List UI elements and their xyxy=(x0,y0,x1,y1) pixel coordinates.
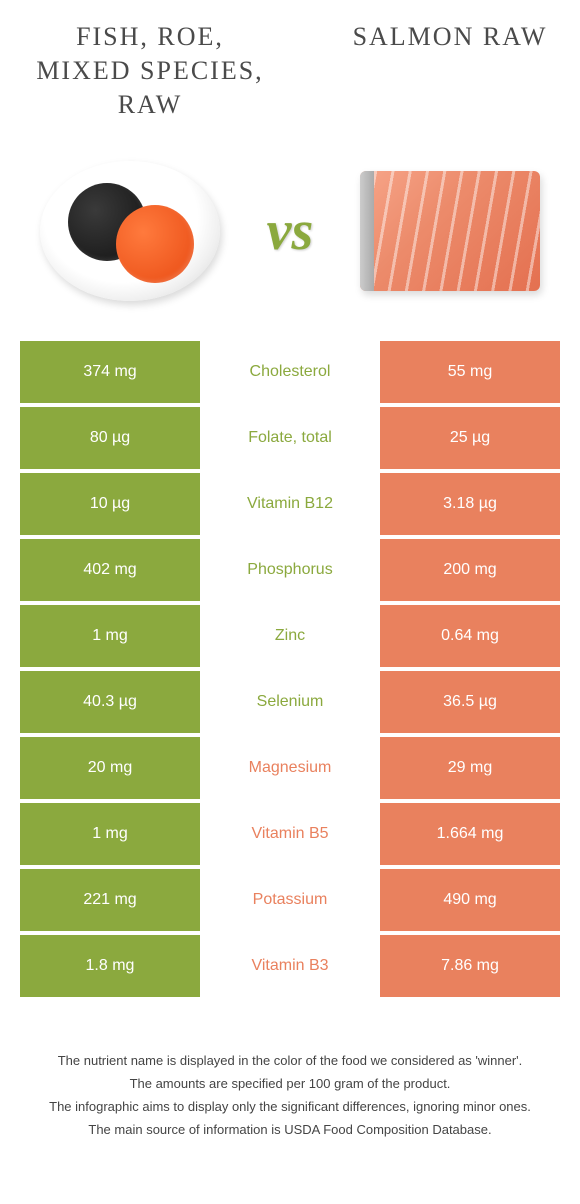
comparison-table: 374 mgCholesterol55 mg80 µgFolate, total… xyxy=(0,341,580,997)
table-row: 1 mgVitamin B51.664 mg xyxy=(20,803,560,865)
value-left: 1.8 mg xyxy=(20,935,200,997)
value-right: 29 mg xyxy=(380,737,560,799)
value-right: 1.664 mg xyxy=(380,803,560,865)
footer-line: The main source of information is USDA F… xyxy=(20,1120,560,1141)
nutrient-label: Magnesium xyxy=(200,737,380,799)
nutrient-label: Cholesterol xyxy=(200,341,380,403)
value-left: 40.3 µg xyxy=(20,671,200,733)
table-row: 1.8 mgVitamin B37.86 mg xyxy=(20,935,560,997)
value-left: 80 µg xyxy=(20,407,200,469)
table-row: 402 mgPhosphorus200 mg xyxy=(20,539,560,601)
nutrient-label: Folate, total xyxy=(200,407,380,469)
salmon-illustration xyxy=(360,171,540,291)
vs-label: vs xyxy=(267,199,314,263)
table-row: 40.3 µgSelenium36.5 µg xyxy=(20,671,560,733)
nutrient-label: Phosphorus xyxy=(200,539,380,601)
footer-notes: The nutrient name is displayed in the co… xyxy=(0,1001,580,1162)
value-right: 200 mg xyxy=(380,539,560,601)
value-right: 36.5 µg xyxy=(380,671,560,733)
value-left: 1 mg xyxy=(20,803,200,865)
value-left: 1 mg xyxy=(20,605,200,667)
image-right-salmon xyxy=(350,151,550,311)
nutrient-label: Potassium xyxy=(200,869,380,931)
value-right: 25 µg xyxy=(380,407,560,469)
vs-row: vs xyxy=(0,131,580,341)
value-left: 221 mg xyxy=(20,869,200,931)
title-right: SALMON RAW xyxy=(350,20,550,121)
title-left: FISH, ROE, MIXED SPECIES, RAW xyxy=(30,20,270,121)
value-left: 402 mg xyxy=(20,539,200,601)
nutrient-label: Zinc xyxy=(200,605,380,667)
value-left: 374 mg xyxy=(20,341,200,403)
footer-line: The nutrient name is displayed in the co… xyxy=(20,1051,560,1072)
footer-line: The infographic aims to display only the… xyxy=(20,1097,560,1118)
nutrient-label: Vitamin B5 xyxy=(200,803,380,865)
table-row: 221 mgPotassium490 mg xyxy=(20,869,560,931)
table-row: 1 mgZinc0.64 mg xyxy=(20,605,560,667)
value-left: 10 µg xyxy=(20,473,200,535)
orange-roe-icon xyxy=(116,205,194,283)
nutrient-label: Selenium xyxy=(200,671,380,733)
roe-illustration xyxy=(40,161,220,301)
table-row: 374 mgCholesterol55 mg xyxy=(20,341,560,403)
value-right: 0.64 mg xyxy=(380,605,560,667)
value-left: 20 mg xyxy=(20,737,200,799)
table-row: 80 µgFolate, total25 µg xyxy=(20,407,560,469)
value-right: 490 mg xyxy=(380,869,560,931)
image-left-roe xyxy=(30,151,230,311)
table-row: 20 mgMagnesium29 mg xyxy=(20,737,560,799)
footer-line: The amounts are specified per 100 gram o… xyxy=(20,1074,560,1095)
value-right: 7.86 mg xyxy=(380,935,560,997)
value-right: 3.18 µg xyxy=(380,473,560,535)
table-row: 10 µgVitamin B123.18 µg xyxy=(20,473,560,535)
header: FISH, ROE, MIXED SPECIES, RAW SALMON RAW xyxy=(0,0,580,131)
value-right: 55 mg xyxy=(380,341,560,403)
nutrient-label: Vitamin B3 xyxy=(200,935,380,997)
nutrient-label: Vitamin B12 xyxy=(200,473,380,535)
